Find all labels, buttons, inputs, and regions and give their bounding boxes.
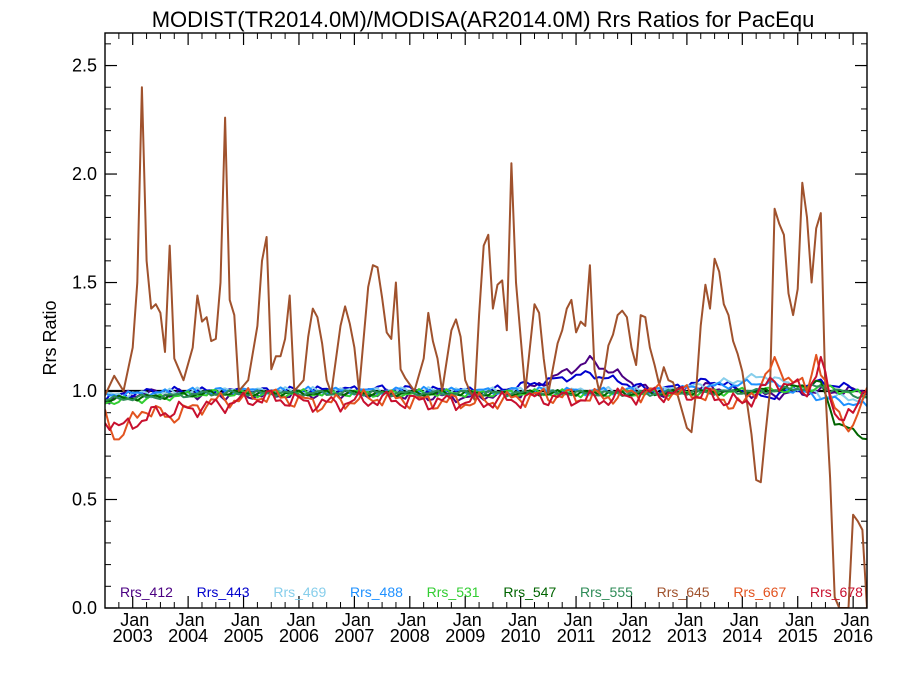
x-tick-label-month: Jan [231,610,260,630]
x-tick-label-year: 2006 [279,626,319,646]
series-line-Rrs_555 [105,383,867,402]
legend-item-Rrs_412: Rrs_412 [120,584,173,600]
x-tick-label-month: Jan [508,610,537,630]
x-tick-label-month: Jan [397,610,426,630]
legend-item-Rrs_555: Rrs_555 [580,584,633,600]
legend-item-Rrs_488: Rrs_488 [350,584,403,600]
x-tick-label-year: 2004 [168,626,208,646]
legend-item-Rrs_469: Rrs_469 [273,584,326,600]
x-tick-label-month: Jan [120,610,149,630]
x-tick-label-month: Jan [286,610,315,630]
x-tick-label-year: 2010 [501,626,541,646]
x-tick-label-year: 2011 [557,626,596,646]
x-tick-label-month: Jan [619,610,648,630]
y-axis-label: Rrs Ratio [40,300,60,375]
legend-item-Rrs_547: Rrs_547 [503,584,556,600]
x-tick-label-year: 2003 [113,626,153,646]
x-tick-label-month: Jan [841,610,870,630]
x-tick-label-month: Jan [674,610,703,630]
series-line-Rrs_678 [105,355,867,431]
x-tick-label-month: Jan [785,610,814,630]
x-tick-label-month: Jan [342,610,371,630]
x-tick-label-month: Jan [730,610,759,630]
x-tick-label-year: 2005 [224,626,264,646]
legend-item-Rrs_645: Rrs_645 [657,584,710,600]
y-tick-label: 0.5 [72,490,97,510]
legend-item-Rrs_443: Rrs_443 [197,584,250,600]
plot-frame [104,32,868,609]
x-tick-label-year: 2007 [334,626,374,646]
y-tick-label: 2.5 [72,56,97,76]
series-group [105,86,867,608]
legend-item-Rrs_531: Rrs_531 [427,584,480,600]
series-line-Rrs_469 [105,372,867,403]
x-tick-label-month: Jan [564,610,593,630]
series-line-Rrs_645 [105,86,867,608]
legend-item-Rrs_667: Rrs_667 [733,584,786,600]
legend-item-Rrs_678: Rrs_678 [810,584,863,600]
plot-area: 0.00.51.01.52.02.5Jan2003Jan2004Jan2005J… [72,32,873,646]
y-tick-label: 1.0 [72,381,97,401]
y-tick-label: 1.5 [72,273,97,293]
chart-title: MODIST(TR2014.0M)/MODISA(AR2014.0M) Rrs … [152,7,815,32]
x-tick-label-year: 2008 [390,626,430,646]
x-tick-label-year: 2012 [611,626,651,646]
y-tick-label: 2.0 [72,164,97,184]
x-tick-label-year: 2009 [445,626,485,646]
x-tick-label-year: 2014 [722,626,762,646]
series-line-Rrs_547 [105,379,867,441]
x-tick-label-year: 2015 [778,626,818,646]
x-tick-label-month: Jan [453,610,482,630]
y-tick-label: 0.0 [72,598,97,618]
x-tick-label-year: 2016 [833,626,873,646]
x-tick-label-month: Jan [176,610,205,630]
x-tick-label-year: 2013 [667,626,707,646]
